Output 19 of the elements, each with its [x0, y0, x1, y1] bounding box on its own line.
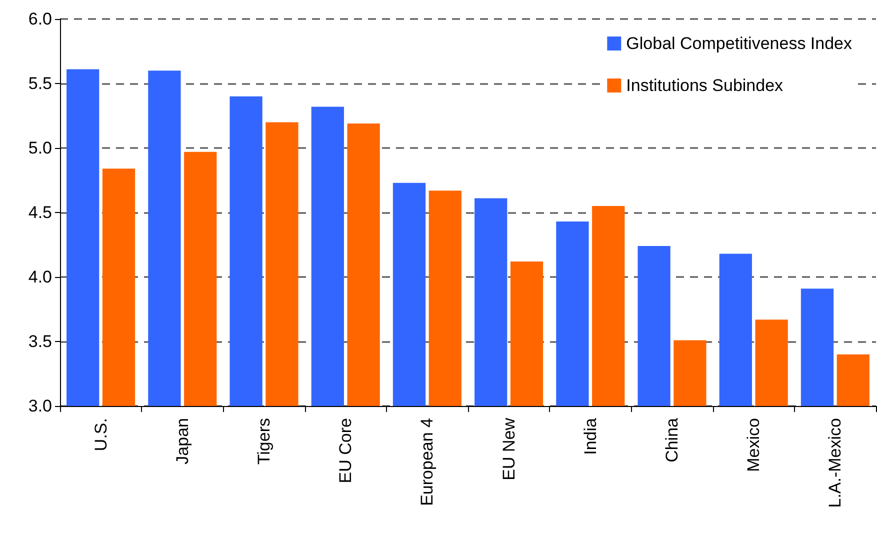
- x-tick-label: U.S.: [91, 418, 110, 452]
- legend-label: Institutions Subindex: [626, 76, 784, 95]
- x-tick-label: Mexico: [744, 418, 764, 472]
- x-tick-label: India: [580, 417, 600, 455]
- y-tick-label: 3.0: [28, 396, 52, 416]
- legend-label: Global Competitiveness Index: [626, 34, 852, 53]
- x-tick-label: Tigers: [254, 418, 274, 465]
- x-tick-label: Japan: [172, 418, 192, 464]
- y-tick-label: 4.5: [28, 203, 52, 222]
- y-tick-label: 3.5: [28, 332, 52, 351]
- x-tick-label: EU Core: [336, 418, 356, 484]
- y-tick-label: 4.0: [28, 268, 52, 286]
- x-tick-label: China: [662, 417, 682, 462]
- y-tick-label: 5.0: [28, 138, 52, 158]
- y-tick-label: 5.5: [28, 74, 52, 93]
- x-tick-label: European 4: [418, 418, 437, 506]
- x-tick-label: EU New: [499, 417, 518, 480]
- y-tick-label: 6.0: [28, 10, 52, 28]
- x-tick-label: L.A.-Mexico: [826, 418, 845, 508]
